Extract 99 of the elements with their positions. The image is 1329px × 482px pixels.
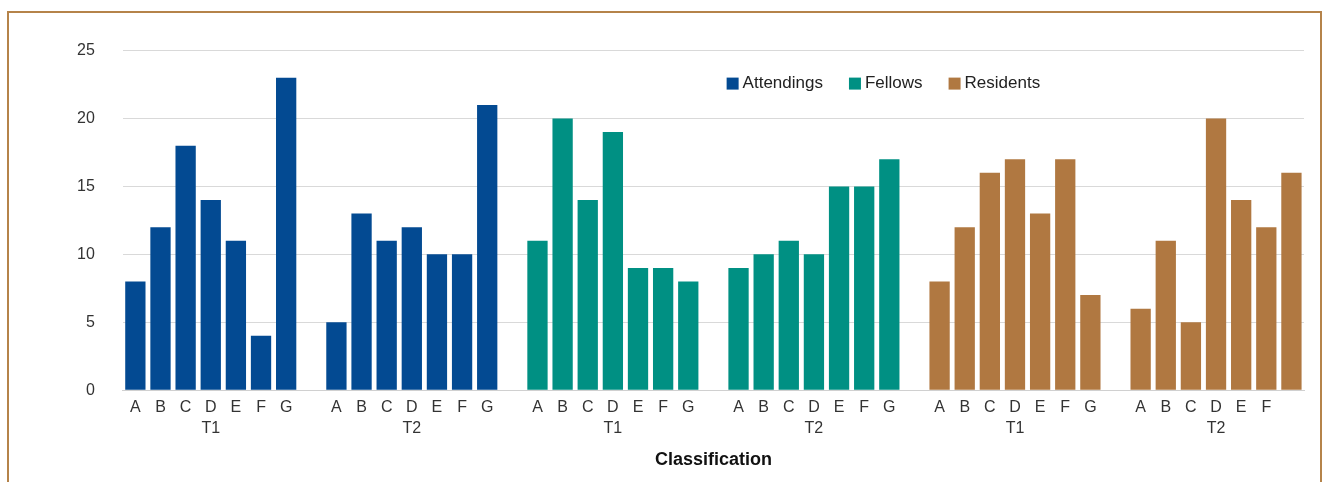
x-tick-label: A [733,398,745,416]
bar [351,213,372,390]
bar [1155,240,1176,390]
bar [552,118,573,390]
x-tick-label: A [1135,398,1147,416]
bar [451,254,473,390]
x-tick-label: A [532,398,544,416]
x-tick-label: F [256,398,267,416]
bar [401,227,422,390]
x-tick-label: B [356,398,367,416]
x-tick-label: F [859,398,870,416]
bar [250,335,272,390]
legend-label: Residents [964,73,1041,93]
x-tick-label: C [984,398,996,416]
bar [1205,118,1227,390]
x-tick-label: D [808,398,820,416]
bar [627,267,649,390]
x-axis-title: Classification [654,449,772,470]
x-tick-label: E [431,398,443,416]
bar [1029,213,1051,390]
bar [652,267,674,390]
y-tick-label: 10 [77,244,95,262]
bar [954,227,975,390]
y-tick-label: 25 [77,41,95,59]
bar [225,240,247,390]
bar [1256,227,1277,390]
x-tick-label: F [1261,398,1272,416]
bar [1080,295,1101,390]
x-tick-label: G [682,398,695,416]
x-tick-label: D [607,398,619,416]
x-tick-label: A [331,398,343,416]
bar [577,200,598,390]
y-tick-label: 20 [77,108,95,126]
text: T2 [402,418,422,436]
x-tick-label: F [457,398,468,416]
bar [1180,322,1202,390]
text: T1 [1005,418,1025,436]
x-tick-label: F [658,398,669,416]
bar [326,322,347,390]
x-tick-label: E [1235,398,1247,416]
text: T1 [603,418,623,436]
legend-label: Fellows [864,73,923,93]
y-tick-label: 5 [85,312,95,330]
x-tick-label: C [783,398,795,416]
x-tick-label: C [179,398,192,416]
bar [276,77,297,390]
bar [175,145,196,390]
x-tick-label: E [1034,398,1046,416]
bar [376,240,397,390]
y-tick-label: 15 [77,176,95,194]
bar [854,186,875,390]
bar [678,281,699,390]
bar [125,281,146,390]
x-tick-label: F [1060,398,1071,416]
text: T1 [201,418,221,436]
x-tick-label: C [380,398,393,416]
bar [426,254,448,390]
x-tick-label: D [1009,398,1021,416]
bar [728,267,749,390]
bar [1055,159,1076,390]
legend-label: Attendings [742,73,823,93]
x-tick-label: A [130,398,142,416]
x-tick-label: G [279,398,293,416]
bar [527,240,548,390]
x-tick-label: D [1210,398,1222,416]
bar [1231,200,1252,390]
bar [828,186,850,390]
x-tick-label: E [833,398,845,416]
bar [803,254,825,390]
x-tick-label: E [632,398,644,416]
x-tick-label: G [883,398,896,416]
text: T2 [804,418,824,436]
bar [929,281,950,390]
x-tick-label: B [959,398,971,416]
x-tick-label: G [1084,398,1097,416]
x-tick-label: C [581,398,594,416]
text: T2 [1206,418,1226,436]
x-tick-label: G [480,398,494,416]
x-tick-label: B [1160,398,1172,416]
bar [602,132,624,390]
bar [778,240,799,390]
bar [1281,172,1302,390]
bar [150,227,171,390]
bar [979,172,1000,390]
bar [753,254,774,390]
x-tick-label: A [934,398,946,416]
x-tick-label: D [204,398,217,416]
x-tick-label: C [1185,398,1197,416]
x-tick-label: B [155,398,166,416]
y-tick-label: 0 [85,380,95,398]
bar [477,104,498,390]
bar [1130,308,1151,390]
x-tick-label: B [758,398,769,416]
bar [879,159,900,390]
bar [200,200,221,390]
x-tick-label: E [230,398,242,416]
x-tick-label: B [557,398,568,416]
bar [1004,159,1026,390]
x-tick-label: D [406,398,418,416]
